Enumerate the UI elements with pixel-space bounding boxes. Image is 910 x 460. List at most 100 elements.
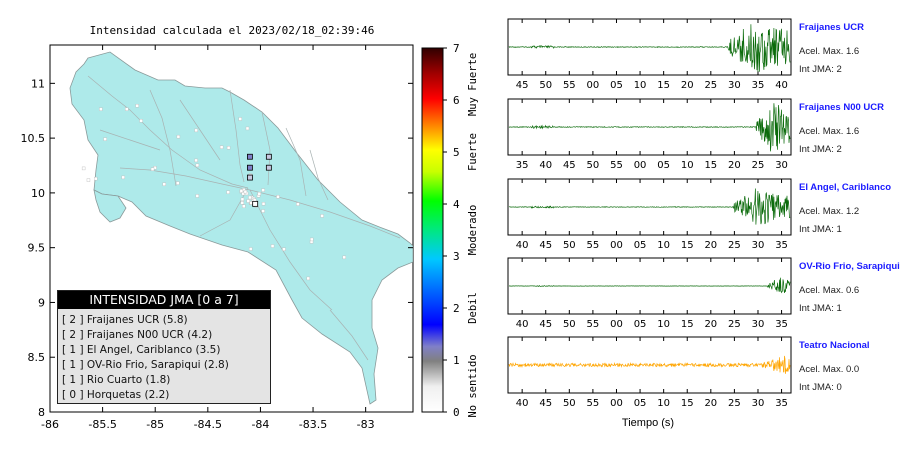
colorbar-tick-label: 4 <box>453 198 460 211</box>
costa-rica-land <box>69 51 413 405</box>
station-name: OV-Rio Frio, Sarapiqui <box>799 261 900 272</box>
waveform-tick-label: 45 <box>563 160 576 171</box>
intensity-station-marker <box>265 153 272 160</box>
map-xtick-label: -84 <box>251 418 269 431</box>
map-xtick-label: -84.5 <box>194 418 222 431</box>
intensity-legend: INTENSIDAD JMA [0 a 7] [ 2 ] Fraijanes U… <box>57 290 271 404</box>
colorbar-tick-label: 7 <box>453 42 460 55</box>
map-xtick-label: -83.5 <box>299 418 327 431</box>
waveform-tick-label: 00 <box>610 398 623 409</box>
network-station-dot <box>226 190 230 194</box>
map-ytick-label: 9 <box>38 296 45 309</box>
network-station-dot <box>139 119 143 123</box>
network-station-dot <box>342 255 346 260</box>
network-station-dot <box>86 178 91 182</box>
network-station-dot <box>226 146 231 150</box>
network-station-dot <box>194 128 198 133</box>
waveform-tick-label: 10 <box>634 80 647 91</box>
colorbar-tick-label: 0 <box>453 406 460 419</box>
waveform-tick-label: 15 <box>657 80 670 91</box>
waveform-panel: 35 40 45 50 55 00 05 10 15 20 25 30 <box>507 98 792 171</box>
network-station-dot <box>248 195 252 200</box>
station-jma-intensity: Int JMA: 1 <box>799 303 842 314</box>
network-station-dot <box>194 158 198 163</box>
waveform-trace <box>508 188 791 225</box>
network-station-dot <box>243 189 248 194</box>
nicoya-peninsula <box>93 189 127 223</box>
legend-entry: [ 1 ] Rio Cuarto (1.8) <box>62 374 171 386</box>
waveform-tick-label: 00 <box>587 80 600 91</box>
station-max-acceleration: Acel. Max. 0.6 <box>799 285 860 296</box>
waveform-tick-label: 20 <box>704 240 717 251</box>
station-jma-intensity: Int JMA: 2 <box>799 144 842 155</box>
intensity-colorbar: 0 1 2 3 4 5 6 7 No sentido Debil Moderado Fuerte Mu… <box>421 42 479 419</box>
waveform-tick-label: 10 <box>657 319 670 330</box>
station-max-acceleration: Acel. Max. 1.6 <box>799 126 860 137</box>
waveform-trace <box>508 103 791 152</box>
waveform-tick-label: 35 <box>752 80 765 91</box>
legend-entry: [ 1 ] El Angel, Cariblanco (3.5) <box>62 344 221 356</box>
colorbar-fill <box>421 47 444 413</box>
network-station-dot <box>195 194 200 198</box>
station-jma-intensity: Int JMA: 0 <box>799 382 842 393</box>
network-station-dot <box>241 191 245 196</box>
network-station-dot <box>261 188 265 192</box>
network-station-dot <box>240 197 245 202</box>
station-max-acceleration: Acel. Max. 0.0 <box>799 364 860 375</box>
waveform-tick-label: 10 <box>657 398 670 409</box>
map-xtick-label: -85.5 <box>88 418 116 431</box>
waveform-tick-label: 45 <box>539 319 552 330</box>
colorbar-tick-label: 3 <box>453 250 460 263</box>
map-ytick-label: 8 <box>38 406 45 419</box>
network-station-dot <box>176 181 180 185</box>
waveform-tick-label: 50 <box>563 398 576 409</box>
waveform-tick-label: 25 <box>728 240 741 251</box>
network-station-dot <box>162 182 166 186</box>
waveform-tick-label: 05 <box>634 398 647 409</box>
network-station-dot <box>81 166 86 171</box>
network-station-dot <box>261 202 266 206</box>
colorbar-tick-label: 6 <box>453 94 460 107</box>
waveform-tick-label: 20 <box>704 398 717 409</box>
station-jma-intensity: Int JMA: 2 <box>799 64 842 75</box>
legend-entry: [ 2 ] Fraijanes N00 UCR (4.2) <box>62 329 213 341</box>
station-name: Fraijanes UCR <box>799 22 864 33</box>
waveform-tick-label: 45 <box>539 398 552 409</box>
station-name: Teatro Nacional <box>799 340 870 351</box>
network-station-dot <box>270 244 275 248</box>
map-ytick-label: 10 <box>31 187 45 200</box>
network-station-dot <box>320 214 324 218</box>
waveform-tick-label: 55 <box>587 240 600 251</box>
waveform-tick-label: 05 <box>634 319 647 330</box>
waveform-panels: 45 50 55 00 05 10 15 20 25 30 35 40 35 40 45 50 55 00 05 10… <box>507 18 792 409</box>
colorbar-tick-label: 5 <box>453 146 460 159</box>
network-station-dot <box>121 175 125 180</box>
waveform-tick-label: 25 <box>704 80 717 91</box>
waveform-tick-label: 50 <box>563 319 576 330</box>
waveform-tick-label: 30 <box>752 398 765 409</box>
network-station-dot <box>306 276 310 281</box>
map-xtick-label: -83 <box>357 418 375 431</box>
waveform-tick-label: 20 <box>681 80 694 91</box>
waveform-tick-label: 55 <box>610 160 623 171</box>
waveform-tick-label: 25 <box>752 160 765 171</box>
map-ytick-label: 8.5 <box>28 351 46 364</box>
map-ytick-label: 10.5 <box>21 132 46 145</box>
network-station-dot <box>296 202 300 206</box>
waveform-tick-label: 15 <box>681 240 694 251</box>
waveform-tick-label: 20 <box>728 160 741 171</box>
network-station-dot <box>245 126 250 131</box>
intensity-station-marker <box>247 174 253 181</box>
waveform-tick-label: 15 <box>704 160 717 171</box>
waveform-trace <box>508 24 791 72</box>
waveform-trace <box>508 355 791 374</box>
waveform-tick-label: 05 <box>634 240 647 251</box>
legend-list: [ 2 ] Fraijanes UCR (5.8) [ 2 ] Fraijanes… <box>58 309 270 403</box>
waveform-tick-label: 30 <box>775 160 788 171</box>
network-station-dot <box>276 195 280 199</box>
waveform-tick-label: 45 <box>516 80 529 91</box>
network-station-dot <box>99 107 103 111</box>
waveform-tick-label: 20 <box>704 319 717 330</box>
waveform-panel: 40 45 50 55 00 05 10 15 20 25 30 35 <box>507 336 792 409</box>
